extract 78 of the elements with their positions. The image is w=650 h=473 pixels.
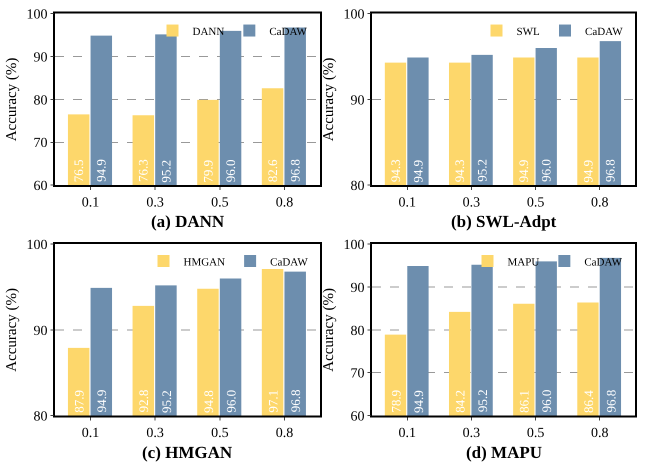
data-label: 84.2 xyxy=(452,390,468,413)
data-label: 95.2 xyxy=(474,158,490,182)
y-tick-label: 80 xyxy=(33,93,48,108)
data-label: 94.9 xyxy=(516,160,532,182)
y-axis-title: Accuracy (%) xyxy=(321,58,338,142)
y-tick-label: 90 xyxy=(33,324,48,339)
y-tick-label: 90 xyxy=(33,50,48,66)
data-label: 82.6 xyxy=(264,158,280,182)
legend-label: CaDAW xyxy=(270,256,308,268)
data-label: 76.5 xyxy=(71,160,86,182)
x-tick-label: 0.5 xyxy=(211,196,229,211)
data-label: 79.9 xyxy=(200,160,216,183)
x-tick-label: 0.1 xyxy=(398,426,416,442)
data-label: 96.0 xyxy=(222,159,238,182)
y-tick-label: 80 xyxy=(350,324,364,339)
data-label: 96.8 xyxy=(288,390,304,412)
data-label: 78.9 xyxy=(388,390,404,413)
legend-label: DANN xyxy=(192,26,224,38)
data-label: 96.0 xyxy=(538,159,554,182)
y-tick-label: 100 xyxy=(343,238,364,254)
y-tick-label: 100 xyxy=(26,8,48,23)
data-label: 96.8 xyxy=(602,159,618,182)
data-label: 94.3 xyxy=(452,160,468,182)
y-tick-label: 90 xyxy=(350,93,364,108)
y-tick-label: 60 xyxy=(350,409,364,424)
y-axis-title: Accuracy (%) xyxy=(321,288,338,372)
x-tick-label: 0.1 xyxy=(82,196,100,211)
data-label: 95.2 xyxy=(475,389,490,412)
data-label: 86.4 xyxy=(580,390,596,414)
x-tick-label: 0.1 xyxy=(82,426,100,442)
data-label: 94.9 xyxy=(94,390,110,412)
data-label: 92.8 xyxy=(136,390,152,412)
x-tick-label: 0.3 xyxy=(146,426,164,442)
data-label: 96.8 xyxy=(288,159,303,182)
data-label: 96.0 xyxy=(223,390,238,413)
data-label: 96.8 xyxy=(603,390,618,412)
data-label: 94.9 xyxy=(410,160,426,183)
y-tick-label: 70 xyxy=(350,366,364,382)
data-label: 94.9 xyxy=(410,390,426,414)
data-label: 94.9 xyxy=(94,159,109,182)
x-tick-label: 0.3 xyxy=(146,196,164,211)
y-tick-label: 70 xyxy=(33,136,48,152)
data-label: 97.1 xyxy=(265,390,280,413)
y-axis-title: Accuracy (%) xyxy=(4,58,20,142)
text: (d) MAPU xyxy=(466,443,542,462)
y-tick-label: 80 xyxy=(33,409,48,424)
y-tick-label: 100 xyxy=(26,238,48,254)
text: (a) DANN xyxy=(151,212,225,231)
data-label: 76.3 xyxy=(136,159,151,182)
data-label: 95.2 xyxy=(158,390,174,414)
data-label: 95.2 xyxy=(158,160,174,183)
x-tick-label: 0.8 xyxy=(276,426,294,442)
legend-label: MAPU xyxy=(508,256,540,268)
x-tick-label: 0.8 xyxy=(276,196,294,211)
text: (c) HMGAN xyxy=(142,443,233,462)
x-tick-label: 0.5 xyxy=(211,426,229,442)
data-label: 96.0 xyxy=(539,390,554,412)
data-label: 87.9 xyxy=(72,390,87,413)
y-tick-label: 90 xyxy=(350,280,364,296)
x-tick-label: 0.1 xyxy=(398,196,416,211)
x-tick-label: 0.5 xyxy=(526,426,544,442)
data-label: 94.3 xyxy=(388,159,403,182)
x-tick-label: 0.5 xyxy=(526,196,544,211)
y-tick-label: 60 xyxy=(33,179,48,194)
y-axis-title: Accuracy (%) xyxy=(4,288,20,372)
legend-label: HMGAN xyxy=(184,256,226,268)
text: (b) SWL-Adpt xyxy=(451,212,557,231)
data-label: 94.8 xyxy=(200,390,216,414)
legend-label: CaDAW xyxy=(585,26,624,38)
data-label: 94.9 xyxy=(580,160,596,183)
y-tick-label: 100 xyxy=(343,8,364,23)
x-tick-label: 0.8 xyxy=(590,196,608,211)
x-tick-label: 0.3 xyxy=(462,426,480,442)
legend-label: SWL xyxy=(516,26,540,38)
x-tick-label: 0.8 xyxy=(590,426,608,442)
y-tick-label: 80 xyxy=(350,179,364,194)
x-tick-label: 0.3 xyxy=(462,196,480,211)
data-label: 86.1 xyxy=(516,390,532,413)
